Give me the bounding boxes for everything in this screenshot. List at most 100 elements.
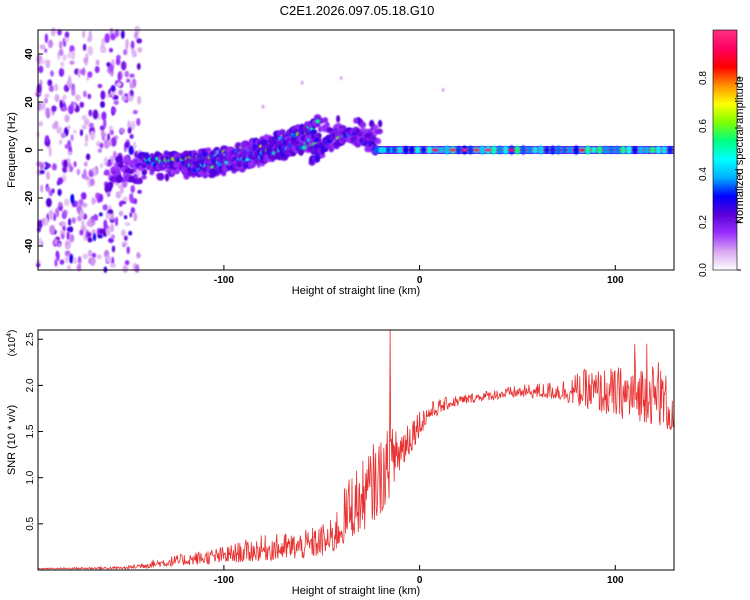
band-cloud	[359, 121, 367, 129]
noise-blob	[103, 138, 109, 149]
main-band-blob	[310, 129, 318, 135]
noise-blob	[107, 133, 111, 141]
noise-blob	[56, 126, 63, 135]
colorbar-tick-label: 0.4	[698, 167, 709, 181]
noise-blob	[64, 31, 70, 38]
noise-blob	[58, 67, 65, 77]
band-cloud	[137, 177, 143, 184]
noise-blob	[97, 148, 103, 153]
flat-line-blob	[655, 145, 661, 155]
noise-blob	[125, 38, 129, 49]
flat-line-hot	[579, 148, 585, 152]
flat-line-blob	[415, 146, 421, 154]
noise-blob	[120, 61, 127, 71]
noise-blob	[53, 120, 59, 129]
noise-blob	[81, 124, 88, 130]
noise-blob	[119, 127, 125, 134]
flat-line-blob	[597, 145, 603, 155]
band-cloud	[115, 155, 123, 163]
noise-blob	[97, 234, 103, 239]
noise-blob	[129, 134, 134, 139]
noise-blob	[59, 100, 63, 108]
flat-line-blob	[556, 145, 561, 155]
noise-blob	[77, 256, 82, 265]
flat-line-blob	[468, 145, 473, 155]
snr-x-axis: -100 0 100	[214, 565, 624, 586]
noise-blob	[111, 107, 117, 114]
flat-line-blob	[661, 145, 667, 155]
noise-blob	[129, 192, 134, 203]
noise-blob	[129, 73, 135, 78]
noise-blob	[137, 95, 142, 105]
noise-blob	[62, 211, 67, 219]
noise-blob	[94, 65, 100, 74]
second-band-blob	[298, 148, 304, 156]
noise-blob	[115, 191, 122, 199]
noise-blob	[47, 39, 54, 49]
flat-line-hot	[473, 148, 479, 152]
flat-line-blob	[614, 145, 620, 155]
noise-blob	[107, 209, 114, 214]
band-cloud	[116, 174, 123, 183]
noise-blob	[47, 79, 53, 87]
noise-blob	[70, 134, 74, 142]
noise-blob	[58, 40, 63, 50]
colorbar-ticks: 0.0 0.2 0.4 0.6 0.8	[698, 71, 741, 277]
noise-blob	[44, 135, 50, 143]
main-band-blob	[314, 122, 321, 128]
noise-blob	[110, 223, 114, 233]
noise-blob	[124, 70, 130, 78]
snr-x-label: Height of straight line (km)	[292, 585, 420, 597]
flat-line-blob	[391, 146, 397, 154]
band-cloud	[123, 155, 131, 163]
noise-blob	[68, 165, 74, 172]
noise-blob	[37, 101, 42, 112]
flat-line-hot	[485, 148, 491, 152]
spectrogram-y-label: Frequency (Hz)	[6, 112, 18, 188]
second-band-blob	[314, 137, 320, 142]
snr-y-label: SNR (10 * v/v)	[6, 405, 18, 475]
noise-blob	[89, 178, 95, 187]
x-tick-label: 100	[607, 275, 624, 286]
flat-line-hot	[462, 148, 468, 152]
noise-blob	[114, 29, 120, 38]
noise-blob	[66, 226, 72, 232]
noise-blob	[89, 130, 96, 141]
noise-blob	[123, 215, 128, 220]
flat-line-blob	[444, 145, 450, 155]
spectrogram-x-axis: -100 0 100	[214, 265, 624, 286]
spectrogram-marks	[35, 25, 674, 274]
noise-blob	[103, 118, 107, 128]
noise-blob	[98, 193, 104, 203]
flat-line-hot	[450, 148, 456, 152]
noise-blob	[112, 150, 117, 159]
noise-blob	[85, 153, 91, 161]
y-tick-label: -40	[24, 238, 35, 253]
noise-blob	[69, 234, 75, 243]
noise-blob	[133, 212, 138, 222]
noise-blob	[59, 259, 65, 265]
noise-blob	[130, 47, 135, 54]
flat-line-blob	[632, 146, 638, 154]
flat-line-blob	[497, 145, 503, 155]
noise-blob	[73, 129, 77, 134]
noise-blob	[39, 184, 44, 193]
noise-blob	[87, 237, 93, 243]
flat-line-blob	[608, 145, 614, 155]
noise-blob	[45, 61, 51, 69]
noise-blob	[64, 114, 70, 123]
noise-blob	[128, 145, 135, 156]
noise-blob	[45, 171, 51, 180]
noise-blob	[79, 101, 85, 108]
flat-line-blob	[650, 146, 655, 154]
noise-blob	[62, 54, 67, 61]
noise-blob	[92, 214, 99, 222]
second-band-blob	[211, 168, 219, 175]
noise-blob	[91, 167, 98, 173]
noise-blob	[114, 216, 119, 226]
snr-frame	[37, 329, 675, 571]
noise-blob	[60, 61, 65, 67]
noise-blob	[87, 71, 93, 78]
noise-blob	[124, 259, 130, 266]
noise-blob	[80, 192, 87, 200]
